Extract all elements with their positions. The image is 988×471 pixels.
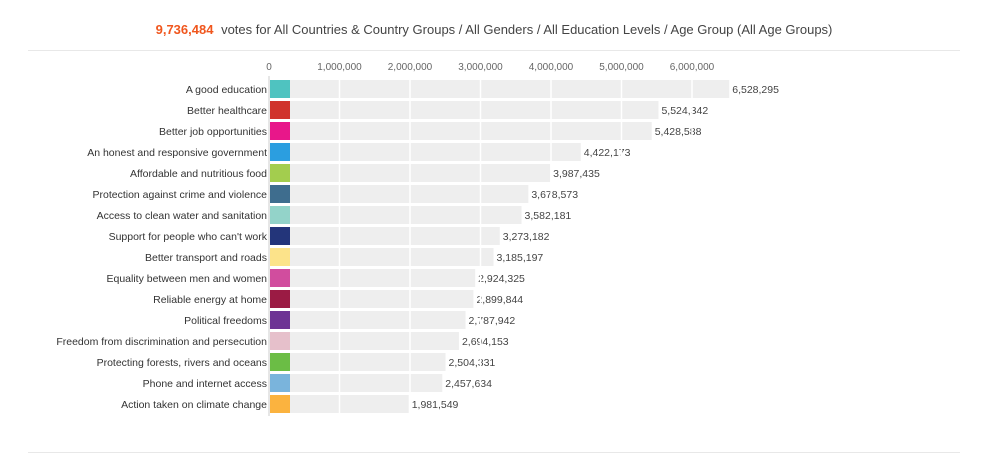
category-swatch [270, 290, 290, 308]
value-label: 2,787,942 [469, 315, 516, 327]
value-label: 2,504,331 [449, 357, 496, 369]
x-tick-label: 1,000,000 [317, 62, 362, 73]
bar [290, 353, 446, 371]
category-swatch [270, 227, 290, 245]
category-swatch [270, 374, 290, 392]
category-label: Support for people who can't work [109, 231, 268, 243]
bar [290, 80, 730, 98]
bar [290, 122, 652, 140]
value-label: 6,528,295 [732, 84, 779, 96]
category-label: Better transport and roads [145, 252, 267, 264]
category-label: Equality between men and women [106, 273, 267, 285]
bar [290, 248, 494, 266]
category-label: Better job opportunities [159, 126, 267, 138]
value-label: 5,428,588 [655, 126, 702, 138]
x-tick-label: 5,000,000 [599, 62, 644, 73]
header-description: votes for All Countries & Country Groups… [221, 22, 833, 37]
category-swatch [270, 353, 290, 371]
bar [290, 332, 459, 350]
category-swatch [270, 311, 290, 329]
category-swatch [270, 269, 290, 287]
category-label: Protecting forests, rivers and oceans [97, 357, 267, 369]
x-tick-label: 6,000,000 [670, 62, 715, 73]
category-swatch [270, 395, 290, 413]
value-label: 4,422,173 [584, 147, 631, 159]
bar [290, 227, 500, 245]
category-label: Affordable and nutritious food [130, 168, 267, 180]
category-label: Phone and internet access [143, 378, 267, 390]
bottom-divider [28, 452, 960, 453]
category-swatch [270, 206, 290, 224]
x-tick-label: 4,000,000 [529, 62, 574, 73]
value-label: 3,185,197 [497, 252, 544, 264]
total-votes: 9,736,484 [155, 22, 214, 37]
category-label: Access to clean water and sanitation [97, 210, 268, 222]
value-label: 5,524,342 [661, 105, 708, 117]
bar [290, 185, 529, 203]
bar [290, 374, 443, 392]
bar [290, 269, 476, 287]
bar [290, 290, 474, 308]
category-swatch [270, 248, 290, 266]
x-tick-label: 3,000,000 [458, 62, 503, 73]
bar [290, 143, 581, 161]
category-label: Freedom from discrimination and persecut… [56, 336, 267, 348]
category-label: Political freedoms [184, 315, 267, 327]
category-swatch [270, 101, 290, 119]
category-swatch [270, 80, 290, 98]
category-label: Better healthcare [187, 105, 267, 117]
category-label: Action taken on climate change [121, 399, 267, 411]
value-label: 2,694,153 [462, 336, 509, 348]
x-tick-label: 0 [266, 62, 272, 73]
value-label: 2,457,634 [445, 378, 492, 390]
value-label: 3,987,435 [553, 168, 600, 180]
top-divider [28, 50, 960, 51]
value-label: 3,273,182 [503, 231, 550, 243]
category-label: Reliable energy at home [153, 294, 267, 306]
category-label: An honest and responsive government [87, 147, 267, 159]
bar [290, 206, 522, 224]
category-label: Protection against crime and violence [92, 189, 267, 201]
category-swatch [270, 164, 290, 182]
chart-header: 9,736,484 votes for All Countries & Coun… [0, 22, 988, 37]
category-swatch [270, 185, 290, 203]
bar [290, 311, 466, 329]
category-swatch [270, 122, 290, 140]
bar [290, 101, 659, 119]
category-swatch [270, 332, 290, 350]
bar [290, 164, 551, 182]
value-label: 3,582,181 [525, 210, 572, 222]
value-label: 2,924,325 [478, 273, 525, 285]
x-tick-label: 2,000,000 [388, 62, 433, 73]
value-label: 3,678,573 [531, 189, 578, 201]
category-swatch [270, 143, 290, 161]
value-label: 1,981,549 [412, 399, 459, 411]
category-label: A good education [186, 84, 267, 96]
bar [290, 395, 409, 413]
value-label: 2,899,844 [476, 294, 523, 306]
